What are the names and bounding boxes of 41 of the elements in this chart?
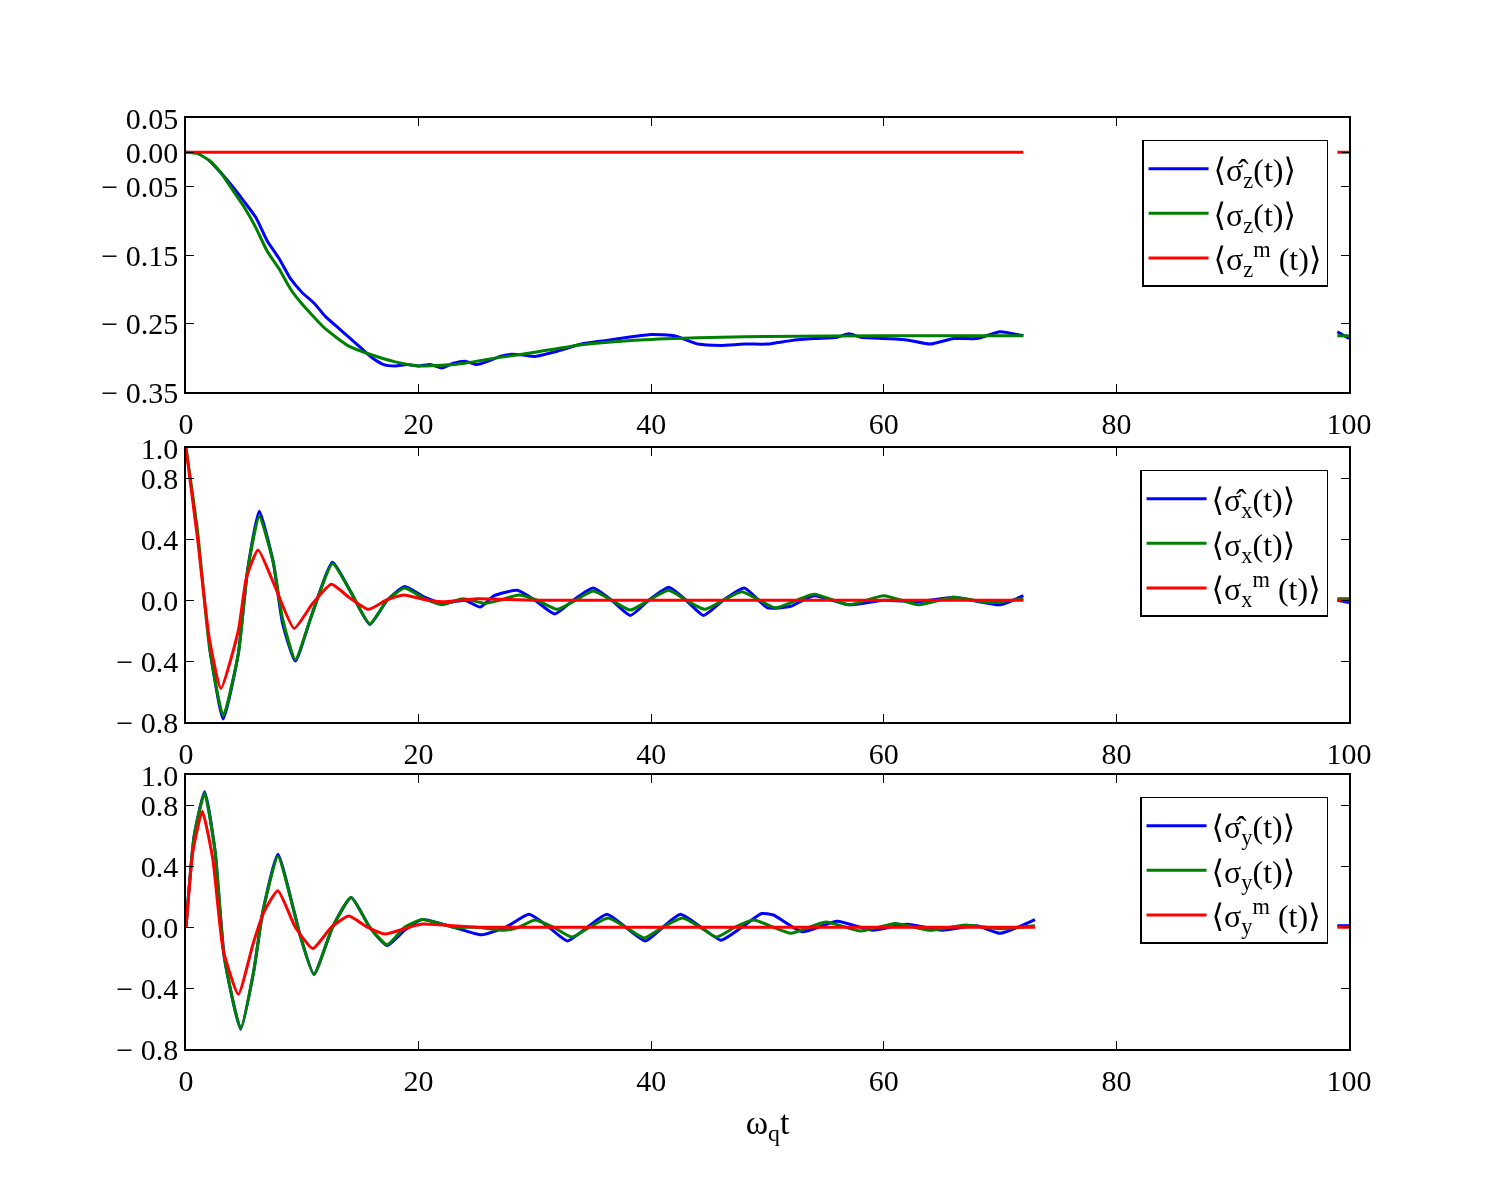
x-tick-label: 100 [1326,736,1372,770]
y-tick-label: 0.4 [140,849,179,883]
y-tick-label: − 0.4 [116,971,179,1005]
x-tick-label: 80 [1101,736,1132,770]
legend-label: ⟨σ$_{x}$$^{m}$ (t)⟩ [1211,566,1321,613]
y-tick-label: 0.0 [140,583,179,617]
x-tick-label: 20 [403,736,434,770]
legend-label: ⟨σ̂$_{x}$(t)⟩ [1211,482,1296,523]
x-tick-label: 80 [1101,406,1132,440]
x-tick-label: 60 [868,406,899,440]
x-tick-label: 60 [868,736,899,770]
x-tick-label: 40 [636,406,667,440]
legend-label: ⟨σ$_{x}$(t)⟩ [1211,526,1296,568]
legend-label: ⟨σ$_{z}$$^{m}$ (t)⟩ [1213,236,1322,283]
y-tick-label: − 0.15 [101,238,179,272]
y-tick-label: 0.05 [125,101,179,135]
x-tick-label: 100 [1326,406,1372,440]
legend-label: ⟨σ̂$_{y}$(t)⟩ [1211,809,1296,850]
y-tick-label: − 0.05 [101,170,179,203]
legend-label: ⟨σ̂$_{z}$(t)⟩ [1213,152,1296,193]
x-tick-label: 20 [403,1063,434,1097]
x-tick-label: 100 [1326,1063,1372,1097]
x-tick-label: 40 [636,736,667,770]
legend-label: ⟨σ$_{y}$(t)⟩ [1211,853,1296,895]
y-tick-label: − 0.4 [116,644,179,678]
y-tick-label: − 0.8 [116,705,179,739]
x-tick-label: 60 [868,1063,899,1097]
x-tick-label: 80 [1101,1063,1132,1097]
y-tick-label: − 0.25 [101,307,179,340]
x-axis-title: ω$_{q}$t [745,1103,790,1146]
y-tick-label: 0.0 [140,910,179,944]
y-tick-label: 0.00 [125,135,179,169]
x-tick-label: 20 [403,406,434,440]
x-tick-label: 0 [178,736,194,770]
x-tick-label: 0 [178,406,194,440]
x-tick-label: 0 [178,1063,194,1097]
legend-label: ⟨σ$_{z}$(t)⟩ [1213,196,1296,238]
y-tick-label: − 0.8 [116,1032,179,1066]
x-tick-label: 40 [636,1063,667,1097]
y-tick-label: − 0.35 [101,375,179,409]
y-tick-label: 0.4 [140,522,179,556]
